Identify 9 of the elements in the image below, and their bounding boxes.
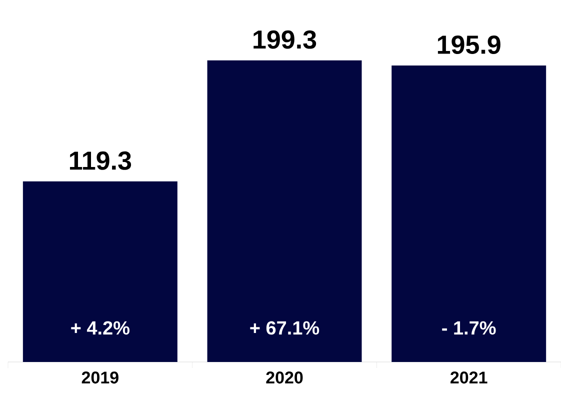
data-label: 199.3 — [254, 30, 316, 49]
data-label: 119.3 — [70, 151, 132, 170]
x-tick-label: 2021 — [450, 372, 488, 384]
annotation: + 4.2% — [71, 321, 130, 335]
x-tick-label: 2019 — [82, 372, 118, 384]
data-label: 195.9 — [438, 36, 500, 54]
annotation: + 67.1% — [250, 321, 320, 335]
x-tick-label: 2020 — [266, 372, 303, 384]
annotation: - 1.7% — [442, 321, 496, 335]
